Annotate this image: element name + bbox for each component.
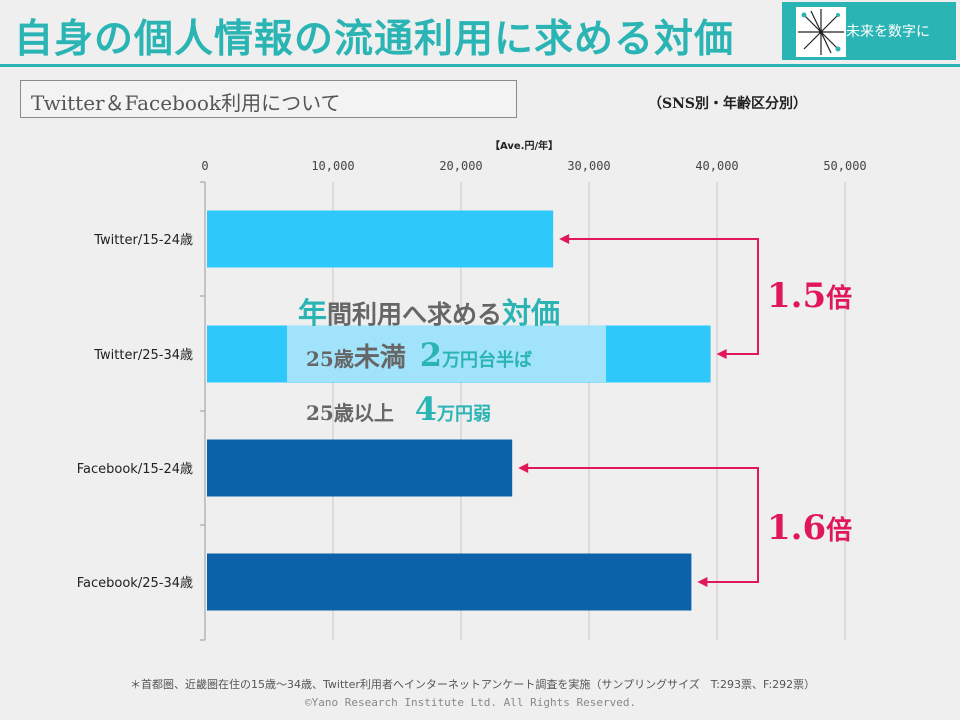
x-tick-label: 50,000 [823,159,866,173]
comparison-bracket [567,238,759,355]
subtitle-box: Twitter＆Facebook利用について [20,80,517,118]
x-tick-label: 20,000 [439,159,482,173]
page-title: 自身の個人情報の流通利用に求める対価 [14,17,735,62]
ratio-facebook-value: 1.6 [767,508,827,548]
annotation-under-25: 25歳未満 2万円台半ば [306,336,532,374]
annotation-over-25-age: 25歳以上 [306,401,394,425]
breakdown-label: （SNS別・年齢区分別） [648,96,808,112]
brand-logo: 未来を数字に [782,2,956,60]
annotation-heading: 年間利用へ求める対価 [298,290,560,332]
ratio-twitter: 1.5倍 [767,276,852,316]
annotation-heading-mid: 間利用へ求める [327,300,503,329]
annotation-highlight [287,325,606,382]
ratio-twitter-suffix: 倍 [826,284,853,314]
annotation-under-25-qualifier: 未満 [353,343,406,373]
starburst-icon [796,7,846,57]
title-divider [0,64,960,67]
arrowhead [697,577,708,587]
category-label: Twitter/15-24歳 [93,233,193,248]
x-tick-label: 0 [201,159,208,173]
x-tick-label: 30,000 [567,159,610,173]
arrowhead [518,463,529,473]
annotation-over-25: 25歳以上 4万円弱 [306,390,491,428]
logo-tagline: 未来を数字に [846,24,930,40]
annotation-over-25-unit: 万円弱 [437,404,491,425]
arrowhead [559,234,570,244]
category-label: Facebook/25-34歳 [77,576,193,591]
ratio-facebook: 1.6倍 [767,508,852,548]
footnote: ＊首都圏、近畿圏在住の15歳～34歳、Twitter利用者へインターネットアンケ… [130,678,816,691]
arrowhead [716,349,727,359]
x-tick-label: 40,000 [695,159,738,173]
annotation-heading-year: 年 [298,296,328,330]
bar [207,210,554,268]
axis-unit-label: 【Ave.円/年】 [490,141,559,152]
category-label: Twitter/25-34歳 [93,348,193,363]
copyright: ©Yano Research Institute Ltd. All Rights… [305,696,637,709]
annotation-over-25-value: 4 [414,390,437,428]
annotation-under-25-unit: 万円台半ば [442,350,533,371]
comparison-bracket [526,467,759,583]
subtitle-text: Twitter＆Facebook利用について [31,91,341,115]
annotation-under-25-age: 25歳 [306,347,354,371]
annotation-under-25-value: 2 [419,336,443,374]
ratio-facebook-suffix: 倍 [826,516,853,546]
bar [207,553,692,611]
x-tick-label: 10,000 [311,159,354,173]
bar [207,439,513,497]
ratio-twitter-value: 1.5 [767,276,827,316]
annotation-heading-value: 対価 [502,296,561,330]
category-label: Facebook/15-24歳 [77,462,193,477]
